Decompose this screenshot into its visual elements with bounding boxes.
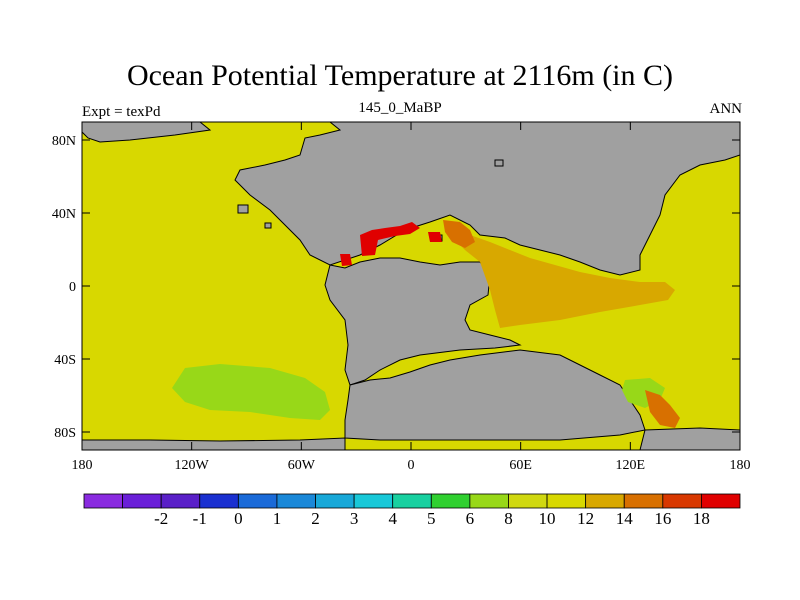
lon-tick-label: 120E [616,458,646,473]
warm-water-14c [455,225,675,328]
hot-patch-2 [428,232,442,242]
colorbar-label: 1 [273,509,282,528]
warm-water-18c [340,222,442,266]
colorbar-box [276,493,316,509]
lon-tick-label: 0 [408,458,415,473]
colorbar-box [585,493,625,509]
colorbar-box [392,493,432,509]
colorbar-box [122,493,162,509]
land-central [324,257,522,386]
land-antarctic-east [639,427,740,450]
lat-tick-label: 80S [54,426,76,441]
colorbar-label: -1 [193,509,207,528]
colorbar-label: 6 [466,509,475,528]
experiment-label: Expt = texPd [82,104,161,120]
colorbar-box [701,493,741,509]
colorbar-label: 14 [616,509,634,528]
land-island-3 [494,159,504,167]
colorbar-box [315,493,355,509]
colorbar-label: 18 [693,509,710,528]
colorbar-label: 12 [577,509,594,528]
colorbar: -2 -1 0 1 2 3 4 5 6 8 10 12 14 16 18 [83,493,741,528]
colorbar-label: 0 [234,509,243,528]
colorbar-box [662,493,702,509]
season-label: ANN [709,101,743,117]
lat-tick-label: 40N [52,207,76,222]
latitude-axis: 80N 40N 0 40S 80S [52,134,740,441]
land-arctic-west [82,122,212,143]
lat-tick-label: 0 [69,280,76,295]
map-field [82,122,740,450]
colorbar-label: 2 [311,509,320,528]
warm-water-indian [645,390,680,428]
colorbar-label: 10 [539,509,556,528]
colorbar-box [83,493,123,509]
hot-patch-1 [360,222,420,256]
colorbar-box [353,493,394,509]
colorbar-label: -2 [154,509,168,528]
colorbar-label: 5 [427,509,436,528]
lon-tick-label: 120W [175,458,210,473]
land-island-2 [264,222,272,229]
colorbar-box [623,493,664,509]
lon-tick-label: 60W [288,458,316,473]
land-island-1 [237,204,249,214]
colorbar-box [546,493,587,509]
lon-tick-label: 60E [509,458,532,473]
colorbar-box [199,493,239,509]
colorbar-box [237,493,278,509]
lat-tick-label: 80N [52,134,76,149]
colorbar-label: 8 [504,509,513,528]
plot-subtitle: 145_0_MaBP [358,100,442,116]
lat-tick-label: 40S [54,353,76,368]
colorbar-label: 4 [388,509,397,528]
longitude-axis: 180 120W 60W 0 60E 120E 180 [72,122,751,473]
warm-water-16c [443,220,475,248]
colorbar-label: 16 [654,509,671,528]
colorbar-box [469,493,509,509]
colorbar-box [160,493,201,509]
land-antarctic [82,437,346,450]
colorbar-box [430,493,471,509]
lon-tick-label: 180 [72,458,93,473]
hot-patch-3 [340,254,352,266]
colorbar-box [508,493,548,509]
plot-title: Ocean Potential Temperature at 2116m (in… [126,59,674,92]
colorbar-label: 3 [350,509,359,528]
cool-water-pacific [172,364,330,420]
lon-tick-label: 180 [730,458,751,473]
